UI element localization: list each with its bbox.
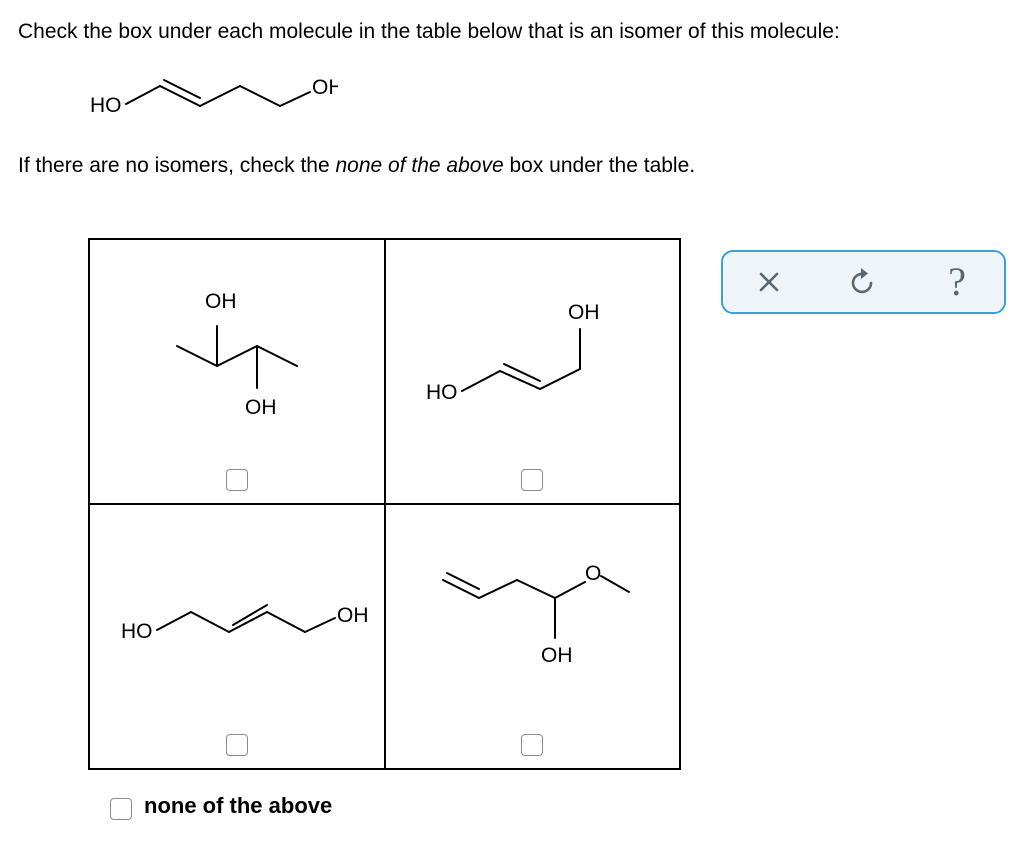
close-button[interactable] <box>745 258 793 306</box>
help-icon: ? <box>948 262 966 302</box>
mol-c-label-right: OH <box>337 604 367 627</box>
molecule-a: OH OH <box>147 248 327 463</box>
sub-post: box under the table. <box>504 154 695 177</box>
none-of-above-row: none of the above <box>110 792 681 820</box>
undo-button[interactable] <box>839 258 887 306</box>
cell-mol-a: OH OH <box>89 239 385 504</box>
reference-molecule: HO OH <box>78 64 1006 130</box>
checkbox-mol-a[interactable] <box>226 469 248 491</box>
mol-a-label-top: OH <box>205 290 237 313</box>
checkbox-mol-d[interactable] <box>521 734 543 756</box>
none-label: none of the above <box>144 793 332 819</box>
cell-mol-d: O OH <box>385 504 679 769</box>
undo-icon <box>849 268 877 296</box>
mol-b-label-right: OH <box>568 301 600 324</box>
molecule-b: HO OH <box>412 248 652 463</box>
mol-d-label-bottom: OH <box>541 644 573 667</box>
control-panel: ? <box>721 250 1006 314</box>
help-button[interactable]: ? <box>933 258 981 306</box>
mol-d-label-o: O <box>585 562 601 585</box>
molecule-d: O OH <box>417 513 647 728</box>
ref-label-left: HO <box>90 94 122 117</box>
molecule-table: OH OH <box>88 238 681 770</box>
mol-a-label-bottom: OH <box>245 396 277 419</box>
cell-mol-b: HO OH <box>385 239 679 504</box>
checkbox-none[interactable] <box>110 798 132 820</box>
ref-label-right: OH <box>312 76 338 99</box>
table-row: HO OH <box>89 504 680 769</box>
sub-em: none of the above <box>335 154 503 177</box>
table-row: OH OH <box>89 239 680 504</box>
cell-mol-c: HO OH <box>89 504 385 769</box>
close-icon <box>757 270 781 294</box>
sub-pre: If there are no isomers, check the <box>18 154 335 177</box>
mol-c-label-left: HO <box>121 620 153 643</box>
molecule-c: HO OH <box>107 513 367 728</box>
sub-instruction: If there are no isomers, check the none … <box>18 154 1006 178</box>
checkbox-mol-b[interactable] <box>521 469 543 491</box>
instruction-text: Check the box under each molecule in the… <box>18 18 1006 46</box>
checkbox-mol-c[interactable] <box>226 734 248 756</box>
mol-b-label-left: HO <box>426 381 458 404</box>
